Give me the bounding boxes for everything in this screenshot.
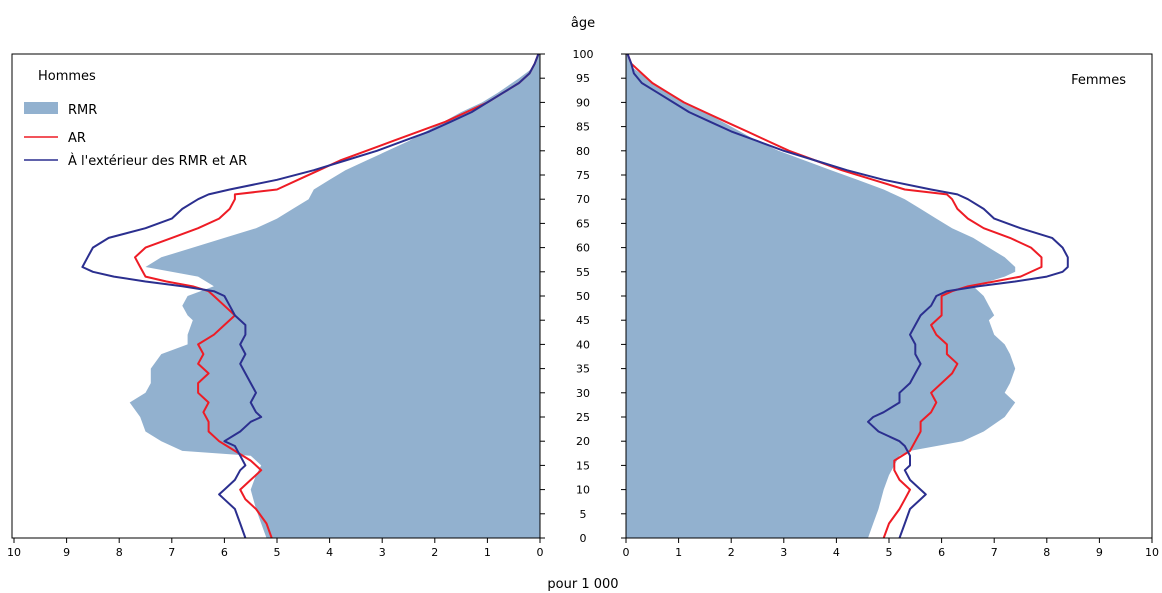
femmes-x-tick-label-2: 2 [728,546,735,559]
femmes-series-rmr-area [626,54,1016,538]
femmes-panel-title: Femmes [1071,73,1126,88]
age-tick-label-5: 5 [580,508,587,521]
age-tick-label-40: 40 [576,338,590,351]
legend-label-rmr: RMR [68,103,97,118]
femmes-x-tick-label-8: 8 [1043,546,1050,559]
age-tick-label-90: 90 [576,96,590,109]
age-tick-label-35: 35 [576,363,590,376]
age-tick-label-20: 20 [576,435,590,448]
hommes-x-tick-label-10: 10 [7,546,21,559]
age-tick-label-100: 100 [573,48,594,61]
femmes-series-a-l-exterieur-des-rmr-et-ar-line [626,53,1069,539]
femmes-x-tick-label-6: 6 [938,546,945,559]
hommes-x-tick-label-1: 1 [484,546,491,559]
hommes-x-tick-label-4: 4 [326,546,333,559]
age-tick-label-15: 15 [576,459,590,472]
legend-swatch-rmr [24,102,58,114]
femmes-x-tick-label-4: 4 [833,546,840,559]
hommes-x-tick-label-7: 7 [168,546,175,559]
age-tick-label-30: 30 [576,387,590,400]
hommes-x-tick-label-2: 2 [431,546,438,559]
legend-label-ar: AR [68,131,86,146]
age-axis: 0 5 10 15 20 25 30 35 40 45 50 55 60 65 70 75 80 85 90 95 10… [540,48,626,545]
femmes-x-tick-label-9: 9 [1096,546,1103,559]
hommes-x-tick-label-3: 3 [379,546,386,559]
age-tick-label-55: 55 [576,266,590,279]
femmes-x-tick-label-5: 5 [886,546,893,559]
hommes-x-tick-label-5: 5 [274,546,281,559]
age-tick-label-60: 60 [576,242,590,255]
hommes-x-tick-label-9: 9 [63,546,70,559]
hommes-x-tick-label-6: 6 [221,546,228,559]
femmes-x-tick-label-1: 1 [675,546,682,559]
femmes-x-tick-label-3: 3 [780,546,787,559]
x-axis-title: pour 1 000 [547,577,618,592]
age-tick-label-75: 75 [576,169,590,182]
age-tick-label-95: 95 [576,72,590,85]
legend-label-exterieur: À l'extérieur des RMR et AR [68,153,247,169]
hommes-x-tick-label-8: 8 [116,546,123,559]
femmes-x-tick-label-10: 10 [1145,546,1159,559]
age-tick-label-45: 45 [576,314,590,327]
age-tick-label-0: 0 [580,532,587,545]
femmes-x-tick-label-0: 0 [623,546,630,559]
hommes-x-axis: 0 1 2 3 4 5 6 7 8 9 10 [7,538,544,559]
hommes-panel-title: Hommes [38,69,96,84]
age-tick-label-50: 50 [576,290,590,303]
femmes-plot [626,53,1069,539]
y-axis-title: âge [571,16,595,31]
hommes-series-a-l-exterieur-des-rmr-et-ar-line [81,53,540,539]
legend: RMR AR À l'extérieur des RMR et AR [24,102,247,169]
femmes-x-tick-label-7: 7 [991,546,998,559]
femmes-series-ar-line [626,53,1043,539]
hommes-x-tick-label-0: 0 [537,546,544,559]
age-tick-label-10: 10 [576,484,590,497]
age-tick-label-25: 25 [576,411,590,424]
age-tick-label-65: 65 [576,217,590,230]
age-tick-label-70: 70 [576,193,590,206]
hommes-plot [81,53,540,539]
hommes-series-ar-line [134,53,540,539]
age-tick-label-85: 85 [576,121,590,134]
age-tick-label-80: 80 [576,145,590,158]
hommes-series-rmr-area [129,54,540,538]
femmes-x-axis: 0 1 2 3 4 5 6 7 8 9 10 [623,538,1159,559]
